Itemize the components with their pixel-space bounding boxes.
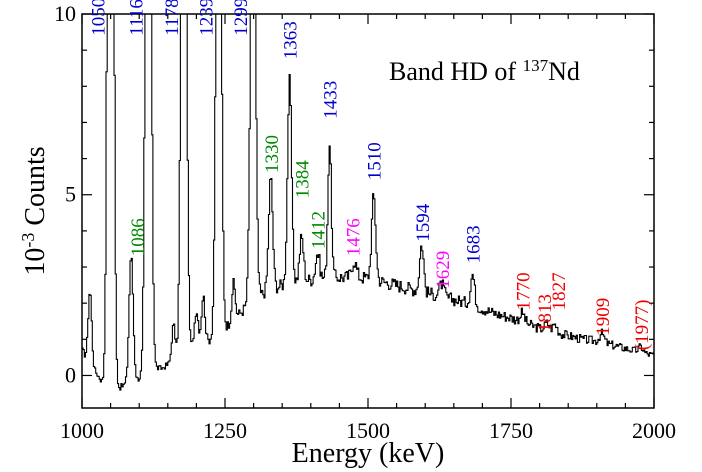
y-axis-label-suffix: Counts	[20, 146, 51, 232]
x-tick-label: 1750	[489, 418, 533, 443]
peak-energy-label: 1770	[513, 272, 534, 310]
chart-title: Band HD of 137Nd	[389, 56, 580, 87]
peak-energy-label: 1086	[128, 218, 149, 256]
chart-title-element: Nd	[548, 57, 580, 86]
peak-labels: 1050 1116 1178 1239 1299 1363 1433 1510 1594 1683…	[89, 0, 653, 350]
spectrum-line	[82, 14, 654, 391]
chart-title-mass-number: 137	[523, 56, 549, 75]
x-tick-label: 1500	[346, 418, 390, 443]
peak-energy-label: 1384	[293, 160, 314, 199]
peak-energy-label: 1050	[89, 0, 110, 36]
peak-energy-label: 1510	[365, 142, 386, 180]
x-axis-label: Energy (keV)	[292, 438, 445, 469]
axis-ticks	[81, 13, 655, 408]
plot-frame	[81, 13, 655, 409]
peak-energy-label: 1629	[433, 251, 454, 289]
x-tick-label: 1000	[60, 418, 104, 443]
x-tick-label: 2000	[632, 418, 676, 443]
y-axis-label-base: 10	[20, 248, 51, 276]
y-tick-label: 5	[65, 182, 76, 207]
spectrum-layer	[82, 14, 654, 391]
x-tick-label: 1250	[203, 418, 247, 443]
peak-energy-label: 1476	[343, 218, 364, 256]
chart-title-main: Band HD of	[389, 57, 516, 86]
peak-energy-label: (1977)	[632, 300, 653, 351]
peak-energy-label: 1909	[593, 298, 614, 336]
y-axis-label-exponent: -3	[18, 233, 38, 248]
peak-energy-label: 1412	[309, 211, 330, 249]
x-tick-labels: 1000 1250 1500 1750 2000	[60, 418, 676, 443]
y-tick-label: 10	[54, 1, 76, 26]
y-tick-label: 0	[65, 362, 76, 387]
peak-energy-label: 1330	[262, 135, 283, 173]
peak-energy-label: 1116	[126, 0, 147, 36]
peak-energy-label: 1178	[162, 0, 183, 36]
peak-energy-label: 1827	[549, 272, 570, 310]
peak-energy-label: 1594	[413, 203, 434, 242]
peak-energy-label: 1433	[321, 81, 342, 119]
peak-energy-label: 1239	[197, 0, 218, 36]
peak-energy-label: 1363	[281, 21, 302, 59]
peak-energy-label: 1813	[535, 294, 556, 332]
peak-energy-label: 1683	[464, 225, 485, 263]
peak-energy-label: 1299	[231, 0, 252, 36]
y-axis-label: 10-3 Counts	[18, 146, 51, 275]
y-tick-labels: 0 5 10	[54, 1, 76, 387]
